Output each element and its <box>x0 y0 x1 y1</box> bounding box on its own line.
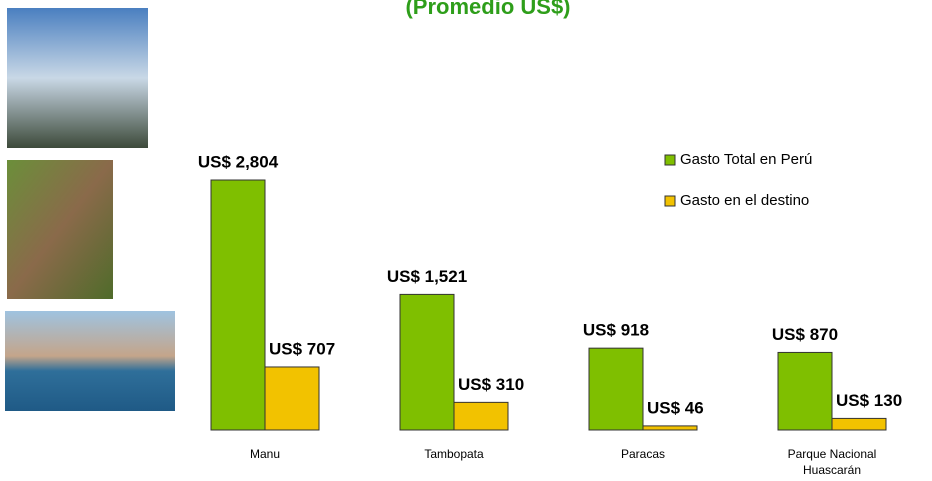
data-label: US$ 2,804 <box>198 152 279 171</box>
data-label: US$ 310 <box>458 375 524 394</box>
bar <box>642 425 698 431</box>
data-label: US$ 46 <box>647 398 704 417</box>
legend-swatch <box>664 154 676 166</box>
x-tick-label: Parque Nacional Huascarán <box>787 447 877 477</box>
legend-label: Gasto en el destino <box>680 192 809 209</box>
bar <box>399 293 455 431</box>
x-tick-label: Manu <box>249 447 281 461</box>
bar <box>777 351 833 431</box>
photo <box>7 160 113 299</box>
data-label: US$ 130 <box>836 391 902 410</box>
bar <box>831 417 887 431</box>
bar <box>264 366 320 431</box>
data-label: US$ 707 <box>269 339 335 358</box>
legend-label: Gasto Total en Perú <box>680 151 812 168</box>
photo <box>7 8 148 148</box>
bar <box>210 179 266 431</box>
photo <box>5 311 175 411</box>
bar <box>453 401 509 431</box>
x-tick-label: Tambopata <box>424 447 484 461</box>
legend-swatch <box>664 195 676 207</box>
data-label: US$ 918 <box>583 321 649 340</box>
x-tick-label: Paracas <box>620 447 666 461</box>
data-label: US$ 1,521 <box>387 267 467 286</box>
bar <box>588 347 644 431</box>
chart-title: (Promedio US$) <box>405 0 570 19</box>
data-label: US$ 870 <box>772 325 838 344</box>
